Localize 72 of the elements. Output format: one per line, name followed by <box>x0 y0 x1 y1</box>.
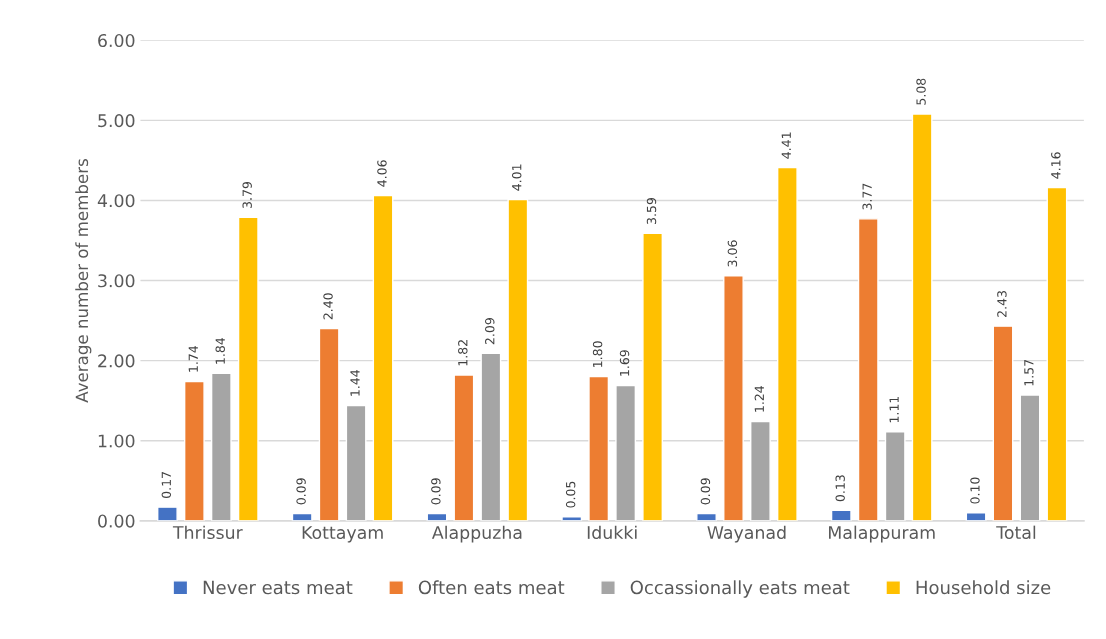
data-label: 1.74 <box>188 345 198 372</box>
x-tick-label: Idukki <box>587 525 637 540</box>
bar <box>884 431 906 521</box>
bar <box>1019 394 1041 521</box>
bar <box>345 404 367 521</box>
legend-label: Household size <box>916 580 1051 595</box>
bar <box>857 218 879 521</box>
data-label: 4.06 <box>377 160 387 187</box>
y-tick-label: 2.00 <box>98 354 135 368</box>
bar <box>830 509 852 521</box>
y-axis-title: Average number of members <box>75 159 92 403</box>
data-label: 2.43 <box>997 291 1007 317</box>
bar <box>183 380 205 521</box>
y-tick-label: 0.00 <box>98 514 135 528</box>
data-label: 0.09 <box>296 478 306 505</box>
bar <box>776 166 798 521</box>
x-tick-label: Wayanad <box>707 525 786 543</box>
data-label: 2.09 <box>485 318 495 345</box>
bar <box>210 372 232 521</box>
bar <box>157 506 178 521</box>
bar <box>588 375 610 521</box>
data-label: 1.11 <box>889 396 899 423</box>
y-tick-label: 6.00 <box>98 33 135 48</box>
data-label: 3.59 <box>646 197 657 224</box>
data-label: 0.09 <box>700 478 711 505</box>
bar <box>1046 186 1068 521</box>
data-label: 0.05 <box>565 481 576 508</box>
bar <box>992 325 1014 521</box>
y-tick-label: 3.00 <box>98 274 135 288</box>
x-tick-label: Alappuzha <box>431 525 522 543</box>
data-label: 5.08 <box>916 78 926 105</box>
y-tick-label: 1.00 <box>98 434 135 448</box>
x-tick-label: Malappuram <box>829 525 935 543</box>
data-label: 4.16 <box>1051 152 1061 179</box>
bar <box>372 194 394 521</box>
bar <box>291 512 313 521</box>
bar <box>507 198 529 521</box>
x-tick-label: Kottayam <box>302 526 383 543</box>
data-label: 0.17 <box>161 472 172 499</box>
legend-label: Never eats meat <box>203 580 353 595</box>
data-label: 3.06 <box>727 240 738 267</box>
bar <box>723 275 744 521</box>
data-label: 3.79 <box>242 181 252 208</box>
data-label: 1.57 <box>1024 359 1034 386</box>
data-label: 3.77 <box>862 183 872 210</box>
data-label: 1.44 <box>350 369 360 396</box>
y-tick-label: 5.00 <box>98 114 135 128</box>
y-tick-label: 4.00 <box>97 194 135 208</box>
data-label: 0.10 <box>970 477 980 504</box>
legend-label: Often eats meat <box>418 580 565 595</box>
bar <box>750 420 771 521</box>
data-label: 1.84 <box>215 337 225 364</box>
bar <box>480 352 502 521</box>
data-label: 0.09 <box>431 478 441 505</box>
bar <box>237 216 259 521</box>
data-label: 1.82 <box>458 340 468 366</box>
data-label: 1.69 <box>619 350 630 376</box>
data-label: 0.13 <box>835 475 845 502</box>
bar <box>615 384 637 521</box>
bar <box>453 374 475 521</box>
x-tick-label: Thrissur <box>172 525 243 540</box>
data-label: 1.24 <box>754 386 764 412</box>
data-label: 4.41 <box>781 132 791 159</box>
legend-label: Occassionally eats meat <box>630 580 850 598</box>
bar <box>911 113 933 521</box>
bar <box>696 512 717 521</box>
x-tick-label: Total <box>996 525 1036 540</box>
bar <box>318 327 340 521</box>
bar <box>642 232 664 521</box>
data-label: 1.80 <box>592 341 603 367</box>
data-label: 2.40 <box>323 293 333 320</box>
data-label: 4.01 <box>512 164 522 191</box>
